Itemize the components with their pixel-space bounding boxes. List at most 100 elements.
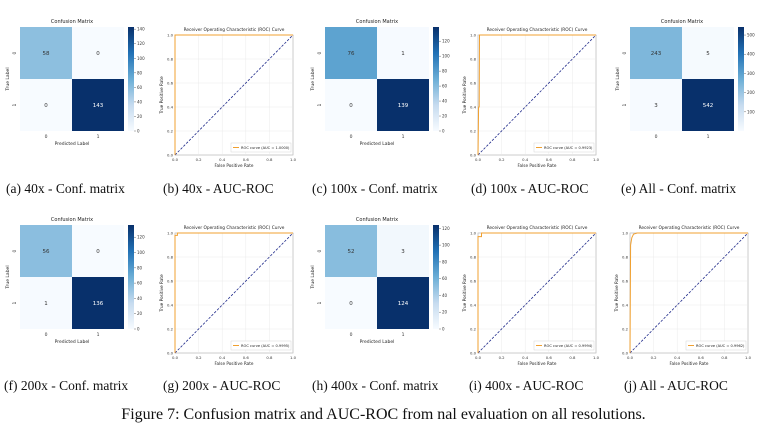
x-tick-label: 1 <box>402 332 405 338</box>
caption-p0: (a) 40x - Conf. matrix <box>6 181 125 196</box>
y-tick-label: 0.8 <box>167 56 174 61</box>
x-axis-label: Predicted Label <box>55 339 90 345</box>
cell-value-label: 0 <box>96 249 100 255</box>
x-tick-label: 0.0 <box>172 355 179 360</box>
y-tick-label: 0.2 <box>470 326 477 331</box>
caption-p1: (b) 40x - AUC-ROC <box>163 181 274 196</box>
chart-title: Receiver Operating Characteristic (ROC) … <box>639 225 740 231</box>
chart-title: Receiver Operating Characteristic (ROC) … <box>487 27 588 33</box>
chance-diagonal-line <box>477 34 597 156</box>
x-tick-label: 1 <box>707 134 710 140</box>
x-tick-label: 0.2 <box>196 355 203 360</box>
y-tick-label: 0.2 <box>470 128 477 133</box>
heatmap-cell <box>20 225 72 277</box>
y-tick-label: 0 <box>317 51 323 54</box>
colorbar-tick-label: 80 <box>137 265 143 270</box>
cell-value-label: 3 <box>401 249 405 255</box>
chart-p2: Confusion Matrix 76 1 0 139 0 0 1 1 Predicted Lab… <box>305 15 455 172</box>
colorbar-tick-label: 100 <box>137 56 145 61</box>
cell-value-label: 0 <box>96 51 100 57</box>
heatmap-cell <box>20 79 72 131</box>
heatmap-cell <box>325 225 377 277</box>
legend-box <box>533 142 595 153</box>
legend-label: ROC curve (AUC = 0.9962) <box>696 344 745 348</box>
heatmap-cell <box>72 225 124 277</box>
x-tick-label: 0.6 <box>546 157 553 162</box>
legend-box <box>685 340 747 351</box>
heatmap-cell <box>630 27 682 79</box>
y-tick-label: 0.8 <box>470 254 477 259</box>
caption-p4: (e) All - Conf. matrix <box>621 181 737 196</box>
heatmap-cell <box>682 79 734 131</box>
cell-value-label: 136 <box>93 301 104 307</box>
y-tick-label: 0.2 <box>167 326 174 331</box>
chance-diagonal-line <box>174 34 294 156</box>
heatmap-cell <box>630 79 682 131</box>
colorbar-tick-label: 40 <box>137 99 143 104</box>
x-axis-label: False Positive Rate <box>215 163 254 168</box>
caption-p9: (j) All - AUC-ROC <box>624 378 728 393</box>
chart-p3: Receiver Operating Characteristic (ROC) … <box>458 15 608 172</box>
heatmap-cell <box>325 27 377 79</box>
caption-p5: (f) 200x - Conf. matrix <box>4 378 129 393</box>
x-tick-label: 0.2 <box>499 355 506 360</box>
x-axis-label: False Positive Rate <box>518 163 557 168</box>
cell-value-label: 58 <box>43 51 50 57</box>
x-tick-label: 0.8 <box>569 157 576 162</box>
heatmap-cell <box>72 79 124 131</box>
colorbar-tick-label: 40 <box>442 293 448 298</box>
y-tick-label: 0.4 <box>167 302 174 307</box>
y-tick-label: 0.4 <box>470 302 477 307</box>
legend-label: ROC curve (AUC = 0.9994) <box>544 344 593 348</box>
chart-title: Receiver Operating Characteristic (ROC) … <box>184 27 285 33</box>
x-tick-label: 0.4 <box>219 157 226 162</box>
chart-title: Confusion Matrix <box>356 217 398 223</box>
y-tick-label: 1 <box>12 103 18 106</box>
legend-box <box>533 340 595 351</box>
legend-label: ROC curve (AUC = 1.0000) <box>241 146 290 150</box>
colorbar-tick-label: 500 <box>747 33 755 38</box>
colorbar-tick-label: 60 <box>442 276 448 281</box>
x-tick-label: 1.0 <box>593 355 600 360</box>
cell-value-label: 243 <box>651 51 662 57</box>
x-tick-label: 1.0 <box>290 355 297 360</box>
colorbar-tick-label: 100 <box>442 54 450 59</box>
x-tick-label: 0 <box>655 134 658 140</box>
cell-value-label: 1 <box>401 51 405 57</box>
x-tick-label: 0.4 <box>522 355 529 360</box>
cell-value-label: 0 <box>349 103 353 109</box>
x-tick-label: 0.6 <box>546 355 553 360</box>
cell-value-label: 5 <box>706 51 710 57</box>
y-tick-label: 0 <box>12 51 18 54</box>
roc-curve-line <box>477 232 596 353</box>
x-tick-label: 0.6 <box>243 355 250 360</box>
y-tick-label: 0.4 <box>167 104 174 109</box>
caption-p2: (c) 100x - Conf. matrix <box>312 181 438 196</box>
colorbar-tick-label: 100 <box>137 250 145 255</box>
y-tick-label: 0.0 <box>622 350 629 355</box>
colorbar-tick-label: 0 <box>137 129 140 134</box>
y-tick-label: 1.0 <box>167 230 174 235</box>
figure-caption: Figure 7: Confusion matrix and AUC-ROC f… <box>121 406 646 423</box>
chart-title: Confusion Matrix <box>51 217 93 223</box>
x-axis-label: False Positive Rate <box>215 361 254 366</box>
x-tick-label: 0.4 <box>522 157 529 162</box>
y-axis-label: True Label <box>310 265 316 289</box>
y-tick-label: 1.0 <box>167 32 174 37</box>
colorbar-tick-label: 400 <box>747 52 755 57</box>
cell-value-label: 124 <box>398 301 409 307</box>
x-tick-label: 0.0 <box>627 355 634 360</box>
y-tick-label: 0.0 <box>470 152 477 157</box>
colorbar <box>128 225 134 329</box>
y-tick-label: 1.0 <box>622 230 629 235</box>
legend-label: ROC curve (AUC = 0.9995) <box>241 344 290 348</box>
x-tick-label: 0.0 <box>172 157 179 162</box>
heatmap-cell <box>377 27 429 79</box>
cell-value-label: 139 <box>398 103 409 109</box>
cell-value-label: 56 <box>43 249 50 255</box>
chart-p0: Confusion Matrix 58 0 0 143 0 0 1 1 Predicted Lab… <box>0 15 150 172</box>
chance-diagonal-line <box>629 232 749 354</box>
x-tick-label: 0.8 <box>266 355 273 360</box>
x-tick-label: 0.2 <box>651 355 658 360</box>
colorbar-tick-label: 80 <box>442 69 448 74</box>
